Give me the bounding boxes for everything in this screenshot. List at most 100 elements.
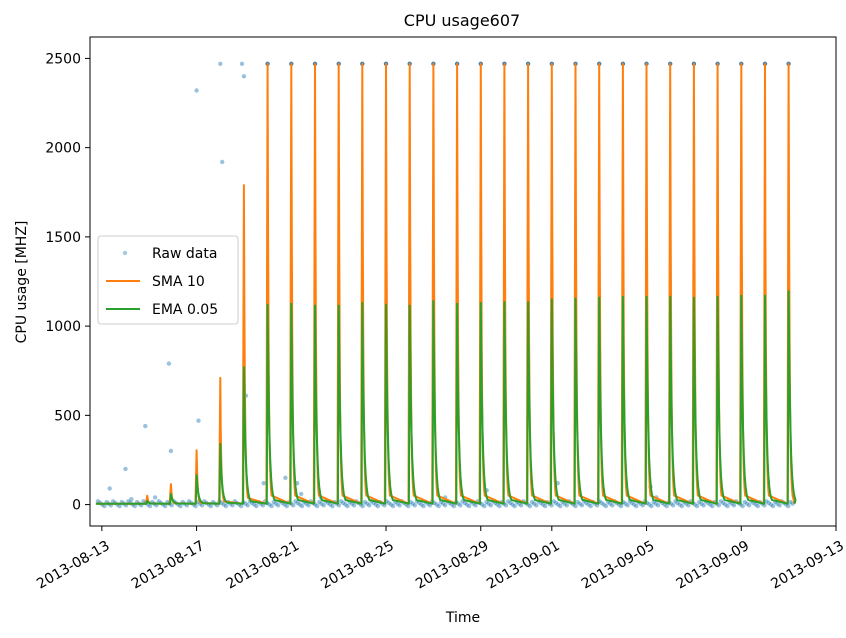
raw-data-point [102,503,107,509]
raw-data-point [718,499,724,504]
raw-data-point [390,503,396,509]
raw-data-point [297,502,302,507]
raw-data-point [562,501,567,506]
legend-marker-raw-data [122,250,128,256]
raw-data-point [283,475,288,480]
raw-data-point [419,502,424,507]
raw-data-point [239,61,245,66]
legend: Raw data SMA 10 EMA 0.05 [97,235,239,325]
raw-data-point [623,501,628,506]
raw-data-point [610,503,615,508]
raw-data-point [362,499,368,505]
raw-data-point [540,502,546,507]
raw-data-point [629,500,635,506]
raw-data-point [252,502,257,507]
raw-data-point [488,503,493,508]
raw-data-point [553,500,559,506]
raw-data-point [345,503,350,509]
raw-data-point [315,503,320,509]
raw-data-point [156,499,161,504]
raw-data-point [321,503,326,508]
raw-data-point [510,502,515,507]
raw-data-point [166,361,172,366]
raw-data-point [542,503,548,509]
raw-data-point [132,503,137,509]
raw-data-point [577,501,582,506]
raw-data-point [679,503,685,509]
raw-data-point [117,503,122,509]
raw-data-point [497,503,502,509]
raw-data-point [239,503,244,509]
raw-data-point [152,495,158,500]
raw-data-point [647,502,652,507]
raw-data-point [299,491,304,497]
raw-data-point [599,500,604,506]
raw-data-point [512,503,517,509]
raw-data-point [766,500,771,506]
raw-data-point [410,501,415,506]
raw-data-point [434,502,439,507]
y-tick-label: 1500 [45,230,81,246]
raw-data-point [338,499,344,504]
raw-data-point [388,502,394,507]
raw-data-point [412,503,417,508]
raw-data-point [245,503,250,508]
raw-data-point [788,499,793,505]
raw-data-point [436,503,441,509]
raw-data-point [529,499,535,505]
raw-data-point [482,503,487,509]
raw-data-point [147,503,153,509]
raw-data-point [328,502,333,507]
raw-data-point [686,503,691,508]
raw-data-point [123,466,128,472]
raw-data-point [649,503,654,509]
y-tick-label: 1000 [45,319,81,335]
raw-data-point [291,503,296,508]
raw-data-point [579,503,585,508]
raw-data-point [196,418,201,423]
raw-data-point [375,503,381,509]
raw-data-point [126,499,131,504]
raw-data-point [295,500,300,506]
raw-data-point [269,503,274,509]
raw-data-point [143,423,148,429]
raw-data-point [551,499,556,504]
raw-data-point [168,448,174,454]
raw-data-point [671,503,676,508]
raw-data-point [710,503,715,509]
raw-data-point [360,503,365,509]
raw-data-point [293,499,298,504]
raw-data-point [194,88,199,93]
raw-data-point [534,503,539,508]
plot-area [95,61,797,509]
y-tick-label: 0 [72,498,81,514]
raw-data-point [588,503,593,509]
raw-data-point [330,503,335,509]
raw-data-point [564,503,569,508]
raw-data-point [775,501,780,506]
raw-data-point [731,503,737,508]
raw-data-point [631,502,637,507]
raw-data-point [573,503,578,509]
raw-data-point [575,499,580,505]
raw-data-point [218,61,223,66]
raw-data-point [558,503,563,509]
raw-data-point [440,501,446,506]
legend-label-raw-data: Raw data [152,246,217,262]
raw-data-point [723,502,728,507]
raw-data-point [586,502,591,507]
raw-data-point [443,503,448,508]
raw-data-point [503,503,509,508]
raw-data-point [664,503,669,509]
raw-data-point [532,501,537,506]
raw-data-point [351,503,357,508]
raw-data-point [230,503,235,508]
y-tick-label: 500 [54,408,81,424]
raw-data-point [601,502,606,507]
raw-data-point [107,486,112,491]
raw-data-point [519,503,524,508]
ema-layer [95,290,797,505]
raw-data-point [163,503,168,509]
raw-data-point [275,503,281,508]
raw-data-point [273,501,279,506]
